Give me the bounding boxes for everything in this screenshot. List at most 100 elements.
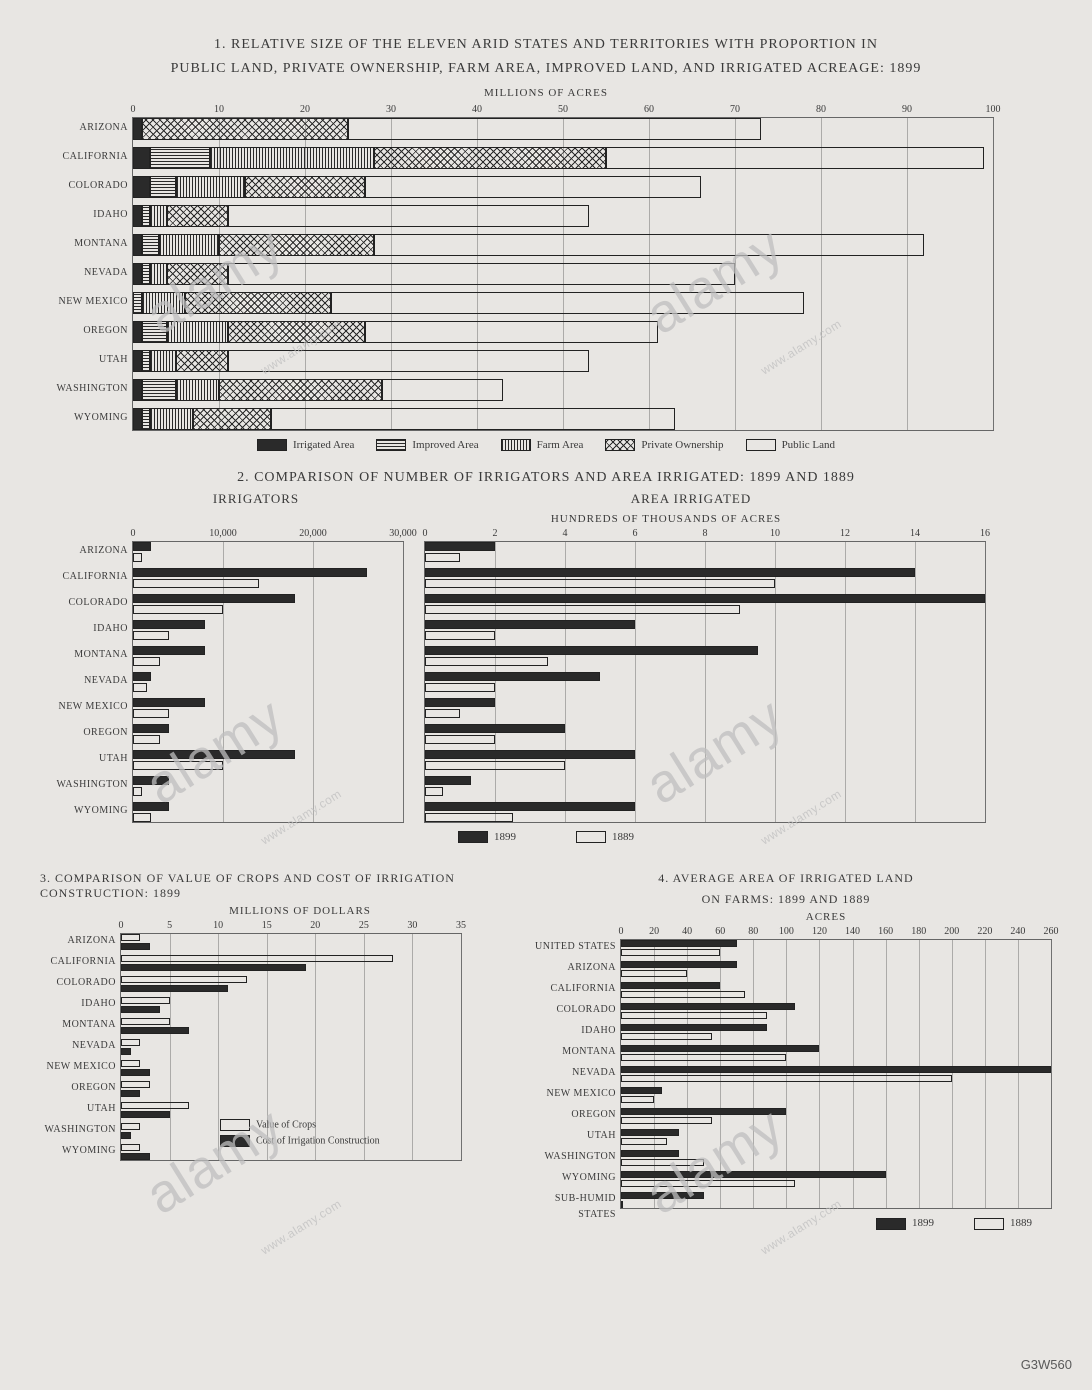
bar-1899: [133, 646, 205, 655]
bar-1899: [121, 1060, 140, 1067]
tick-label: 2: [493, 528, 498, 539]
chart2-left-plot: 010,00020,00030,000: [132, 541, 404, 823]
row-label: MONTANA: [40, 645, 134, 665]
legend-swatch: [576, 831, 606, 843]
bar-1899: [425, 594, 985, 603]
tick-label: 50: [558, 104, 568, 115]
row-label: CALIFORNIA: [40, 146, 134, 168]
bar-segment: [150, 408, 193, 430]
bar-1889: [621, 1096, 654, 1103]
bar-segment: [365, 176, 700, 198]
row-label: UNITED STATES: [520, 939, 622, 955]
bar-segment: [606, 147, 984, 169]
bar-segment: [133, 379, 142, 401]
row-label: NEVADA: [40, 1038, 122, 1054]
tick-label: 30,000: [389, 528, 417, 539]
bar-1899: [425, 724, 565, 733]
legend-item: 1889: [576, 831, 634, 843]
bar-row: [133, 542, 403, 562]
bar-segment: [142, 379, 176, 401]
bar-row: [425, 802, 985, 822]
bar-1899: [133, 542, 151, 551]
bar-segment: [159, 234, 219, 256]
bar-row: [425, 698, 985, 718]
bar-row: [621, 1192, 1051, 1208]
bar-segment: [150, 205, 167, 227]
row-label: UTAH: [40, 749, 134, 769]
bar-1889: [133, 813, 151, 822]
row-label: ARIZONA: [40, 541, 134, 561]
bar-segment: [271, 408, 675, 430]
tick-label: 60: [644, 104, 654, 115]
row-label: NEVADA: [40, 262, 134, 284]
bar-1889: [425, 657, 548, 666]
chart1-section: 1. RELATIVE SIZE OF THE ELEVEN ARID STAT…: [40, 36, 1052, 451]
chart4-labels: UNITED STATESARIZONACALIFORNIACOLORADOID…: [520, 939, 620, 1209]
bar-row: [621, 1024, 1051, 1040]
bar-1889: [425, 761, 565, 770]
row-label: UTAH: [520, 1128, 622, 1144]
bar-1889: [121, 1132, 131, 1139]
bar-row: [133, 672, 403, 692]
bar-1899: [621, 1171, 886, 1178]
bar-1889: [621, 1180, 795, 1187]
legend-swatch: [458, 831, 488, 843]
bar-1889: [133, 683, 147, 692]
bar-row: [425, 542, 985, 562]
bar-row: [133, 724, 403, 744]
bar-1889: [133, 631, 169, 640]
tick-label: 120: [812, 926, 827, 937]
tick-label: 14: [910, 528, 920, 539]
bar-row: [121, 1102, 461, 1118]
legend-item: 1899: [876, 1217, 934, 1229]
chart4-section: 4. AVERAGE AREA OF IRRIGATED LAND ON FAR…: [520, 865, 1052, 1229]
tick-label: 140: [845, 926, 860, 937]
bar-row: [133, 321, 993, 343]
bar-1899: [425, 568, 915, 577]
chart2-legend: 18991889: [40, 831, 1052, 843]
row-label: NEVADA: [520, 1065, 622, 1081]
row-label: IDAHO: [520, 1023, 622, 1039]
tick-label: 0: [423, 528, 428, 539]
bar-row: [133, 205, 993, 227]
bar-1889: [425, 579, 775, 588]
bar-segment: [228, 263, 735, 285]
legend-swatch: [746, 439, 776, 451]
bar-row: [133, 594, 403, 614]
chart4-plot: 020406080100120140160180200220240260: [620, 939, 1052, 1209]
bar-1889: [621, 1012, 767, 1019]
bar-1899: [621, 1066, 1051, 1073]
bar-1889: [133, 579, 259, 588]
bar-1889: [121, 1111, 170, 1118]
tick-label: 80: [748, 926, 758, 937]
bar-segment: [331, 292, 804, 314]
tick-label: 260: [1044, 926, 1059, 937]
bar-1899: [621, 1108, 786, 1115]
tick-label: 80: [816, 104, 826, 115]
bar-1899: [621, 961, 737, 968]
bar-1889: [133, 709, 169, 718]
bar-1899: [133, 620, 205, 629]
bar-row: [133, 176, 993, 198]
bar-1889: [121, 1027, 189, 1034]
bar-segment: [150, 263, 167, 285]
chart2-right-heading: AREA IRRIGATED: [411, 491, 971, 507]
bar-segment: [133, 147, 150, 169]
bar-1899: [121, 1102, 189, 1109]
bar-1889: [121, 985, 228, 992]
tick-label: 240: [1010, 926, 1025, 937]
tick-label: 0: [131, 104, 136, 115]
tick-label: 30: [386, 104, 396, 115]
bar-row: [133, 646, 403, 666]
chart3-labels: ARIZONACALIFORNIACOLORADOIDAHOMONTANANEV…: [40, 933, 120, 1161]
bar-1899: [133, 672, 151, 681]
bar-1899: [621, 1087, 662, 1094]
chart2-labels: ARIZONACALIFORNIACOLORADOIDAHOMONTANANEV…: [40, 541, 132, 823]
bar-segment: [142, 350, 151, 372]
bar-row: [121, 1081, 461, 1097]
bar-row: [621, 1108, 1051, 1124]
bar-segment: [133, 321, 142, 343]
bar-segment: [374, 234, 924, 256]
row-label: SUB-HUMID STATES: [520, 1191, 622, 1207]
row-label: MONTANA: [40, 1017, 122, 1033]
